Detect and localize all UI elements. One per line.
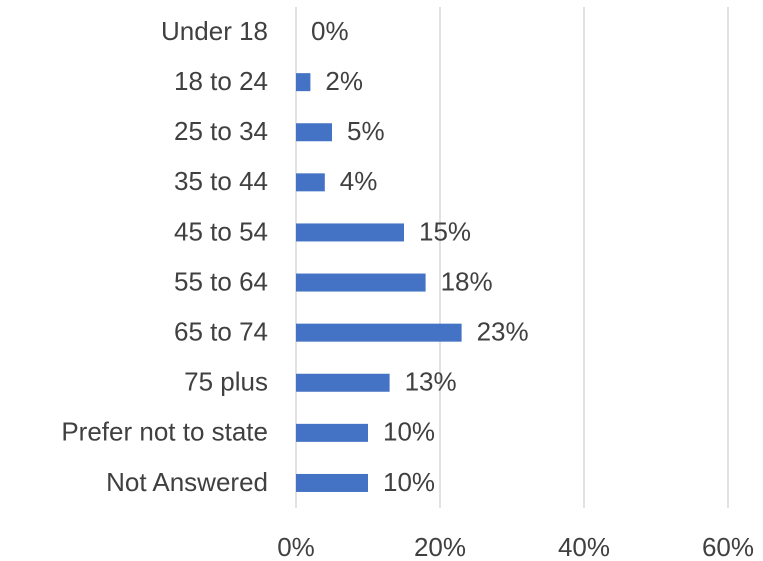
y-tick-label: Prefer not to state [61,417,268,447]
bar [296,373,390,392]
bar [296,173,325,192]
y-tick-label: Under 18 [161,16,268,46]
x-tick-label: 0% [277,532,315,561]
y-tick-label: 25 to 34 [174,116,268,146]
data-label: 5% [347,116,385,146]
data-label: 10% [383,467,435,497]
data-label: 18% [441,266,493,296]
bar [296,473,368,492]
bar [296,123,332,142]
data-label: 10% [383,417,435,447]
x-tick-label: 40% [558,532,610,561]
data-label: 23% [477,317,529,347]
data-label: 13% [405,367,457,397]
bar [296,423,368,442]
data-label: 15% [419,216,471,246]
x-tick-label: 20% [414,532,466,561]
y-tick-label: 55 to 64 [174,266,268,296]
bar [296,273,426,292]
y-tick-label: 75 plus [184,367,268,397]
y-tick-label: 35 to 44 [174,166,268,196]
y-tick-label: Not Answered [106,467,268,497]
bar [296,73,311,92]
y-tick-label: 18 to 24 [174,66,268,96]
x-tick-label: 60% [702,532,754,561]
data-label: 2% [325,66,363,96]
bar [296,323,462,342]
y-tick-label: 65 to 74 [174,317,268,347]
data-label: 4% [340,166,378,196]
data-label: 0% [311,16,349,46]
y-tick-label: 45 to 54 [174,216,268,246]
bar [296,223,404,242]
